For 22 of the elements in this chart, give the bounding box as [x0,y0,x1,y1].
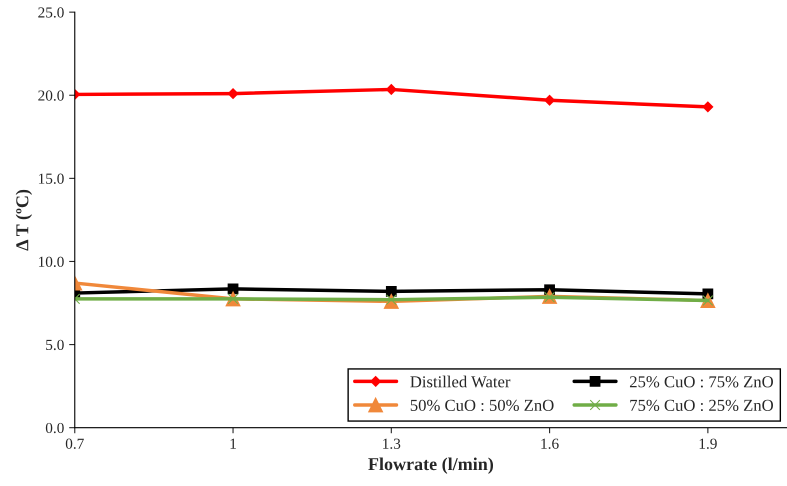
x-tick-label: 1.9 [700,438,717,449]
x-axis-title: Flowrate (l/min) [368,458,494,474]
y-tick-label: 10.0 [38,256,64,267]
legend-label: 50% CuO : 50% ZnO [410,400,554,412]
x-tick-label: 1 [230,438,236,449]
x-tick-label: 1.3 [383,438,400,449]
y-tick-label: 20.0 [38,90,64,101]
point [386,84,397,95]
legend-label: 25% CuO : 75% ZnO [630,376,773,388]
point [702,101,714,112]
x-tick-label: 0.7 [66,438,84,449]
y-axis-title: Δ T (ºC) [16,190,32,251]
y-tick-label: 5.0 [46,340,64,350]
legend-label: 75% CuO : 25% ZnO [630,400,773,412]
y-tick-label: 0.0 [46,422,64,434]
point [228,88,238,100]
y-tick-label: 25.0 [38,7,64,18]
y-tick-label: 15.0 [38,174,64,184]
legend-label: Distilled Water [410,376,510,388]
x-tick-label: 1.6 [541,438,559,449]
point [544,94,556,106]
point [228,284,238,294]
